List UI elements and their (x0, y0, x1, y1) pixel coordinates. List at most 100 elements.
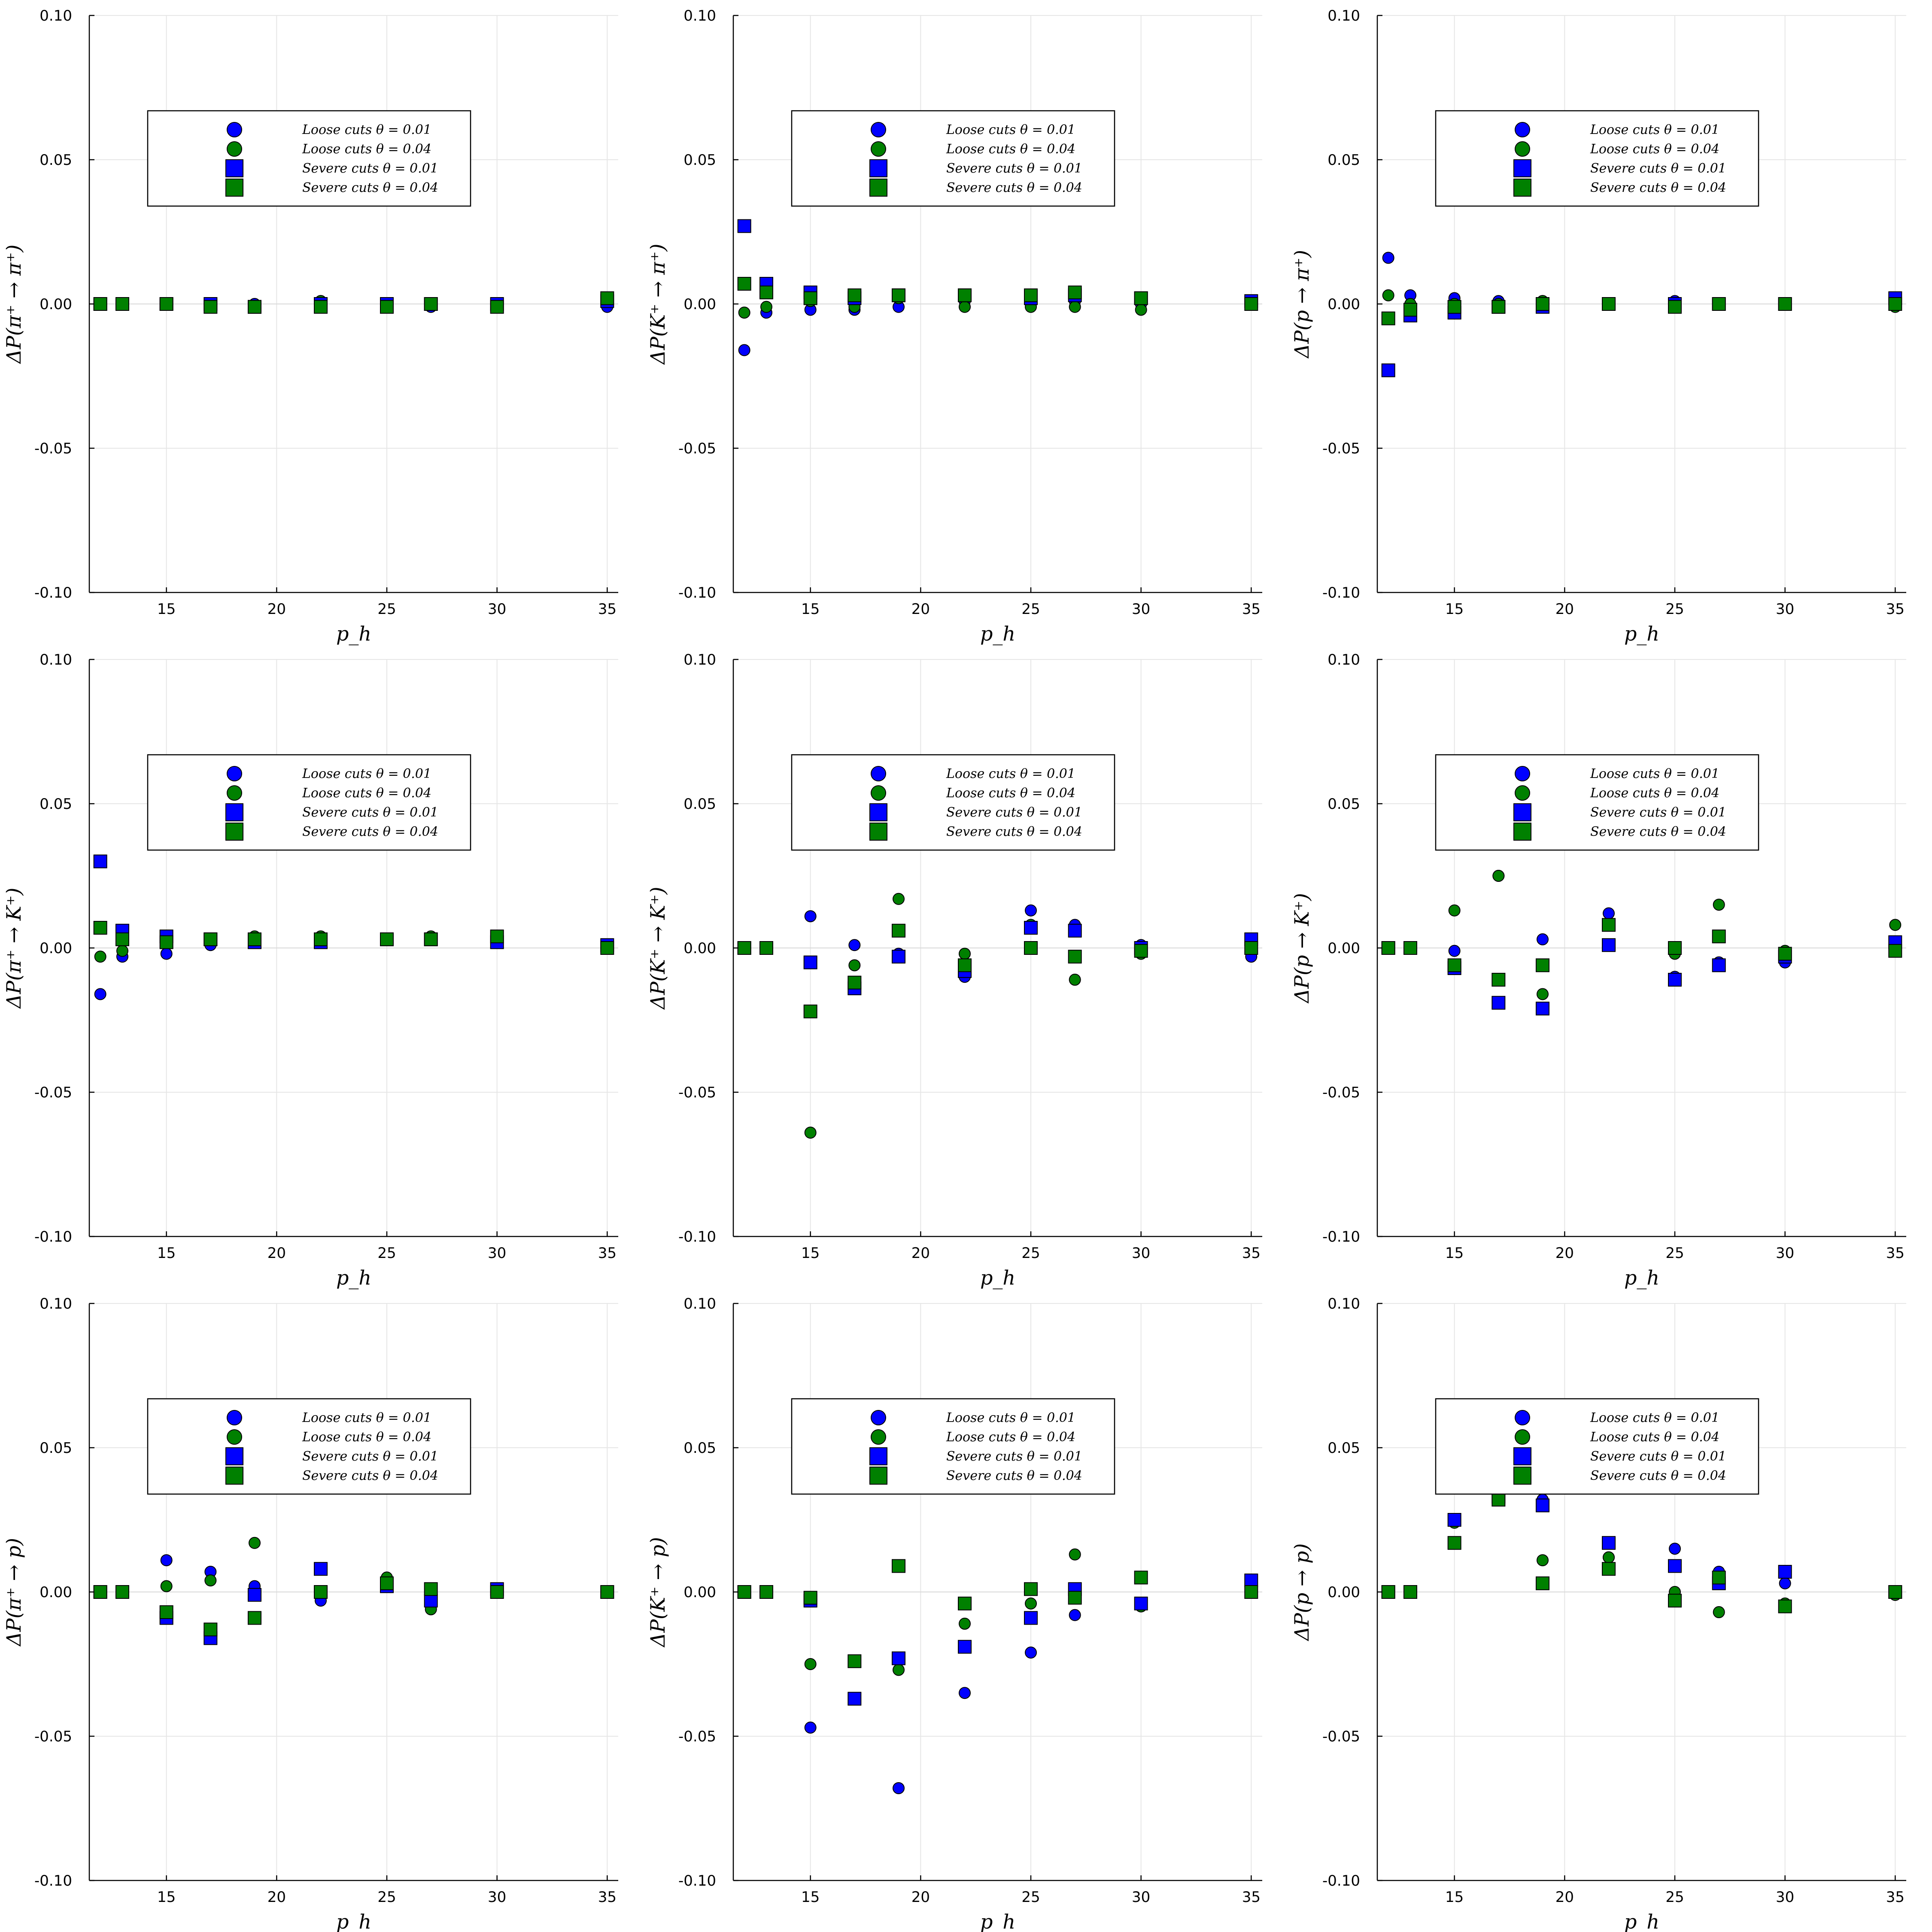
data-point-square (314, 1585, 328, 1599)
data-point-square (1536, 1498, 1549, 1513)
data-point-circle (1135, 304, 1147, 316)
data-point-square (1536, 1576, 1549, 1590)
data-point-square (1536, 958, 1549, 972)
x-axis-label: p_h (336, 622, 371, 645)
x-tick-label: 35 (1242, 1245, 1261, 1262)
data-point-square (1778, 1564, 1792, 1579)
data-point-circle (1713, 1606, 1725, 1619)
legend-label: Severe cuts θ = 0.04 (302, 824, 438, 839)
data-point-circle (804, 1127, 817, 1139)
data-point-circle (1713, 899, 1725, 911)
y-tick-label: -0.10 (34, 1228, 72, 1245)
y-tick-label: 0.00 (1327, 1584, 1360, 1601)
data-point-square (848, 975, 862, 990)
data-point-circle (1069, 973, 1081, 986)
x-tick-label: 30 (1776, 1245, 1794, 1262)
data-point-square (93, 854, 107, 869)
data-point-square (1492, 300, 1506, 314)
legend-marker-square (1513, 823, 1531, 841)
y-tick-label: 0.10 (683, 7, 716, 24)
data-point-circle (804, 1658, 817, 1670)
legend-marker-circle (227, 766, 242, 781)
y-axis-label: ΔP(π⁺ → K⁺) (2, 887, 25, 1009)
data-point-circle (1537, 988, 1549, 1000)
series-4 (93, 291, 614, 314)
x-tick-label: 15 (801, 1889, 820, 1906)
data-point-circle (160, 1580, 173, 1592)
data-point-square (958, 1596, 972, 1610)
y-tick-label: 0.05 (1327, 152, 1360, 169)
series-2 (94, 1537, 614, 1616)
data-point-square (848, 1654, 862, 1668)
x-tick-label: 20 (1555, 1889, 1574, 1906)
panel-9: 0.10 0.05 0.00 -0.05 -0.10 15 20 25 30 35 p_h ΔP(p … (1290, 1295, 1906, 1932)
data-point-square (1602, 1562, 1616, 1576)
y-tick-label: -0.05 (678, 1084, 716, 1101)
data-point-square (1068, 1591, 1082, 1605)
data-point-square (424, 1582, 438, 1596)
data-point-square (1381, 1585, 1395, 1599)
data-point-square (248, 1588, 261, 1602)
legend-marker-circle (1515, 141, 1530, 157)
y-tick-label: 0.05 (683, 796, 716, 813)
legend-label: Loose cuts θ = 0.04 (1590, 142, 1719, 157)
x-tick-label: 35 (598, 601, 617, 618)
panel-6: 0.10 0.05 0.00 -0.05 -0.10 15 20 25 30 35 p_h ΔP(p … (1290, 651, 1906, 1289)
y-tick-label: 0.00 (39, 1584, 72, 1601)
panel-7: 0.10 0.05 0.00 -0.05 -0.10 15 20 25 30 35 p_h ΔP(π⁺… (2, 1295, 618, 1932)
data-point-square (1447, 958, 1461, 972)
legend-label: Loose cuts θ = 0.01 (302, 766, 431, 781)
y-tick-label: -0.05 (34, 440, 72, 457)
data-point-square (1244, 1574, 1258, 1588)
legend-label: Severe cuts θ = 0.01 (1590, 161, 1726, 176)
legend-box (791, 110, 1115, 207)
x-tick-label: 20 (267, 601, 286, 618)
x-tick-label: 30 (1132, 1889, 1150, 1906)
data-point-square (248, 300, 261, 314)
x-tick-label: 20 (267, 1245, 286, 1262)
y-tick-label: -0.05 (1322, 1084, 1360, 1101)
data-point-square (803, 1591, 817, 1605)
data-point-circle (959, 301, 971, 313)
data-point-square (248, 932, 261, 946)
legend-marker-square (869, 1447, 887, 1465)
data-point-circle (204, 1574, 217, 1587)
x-tick-label: 35 (1886, 601, 1905, 618)
x-tick-label: 25 (1021, 1889, 1040, 1906)
data-point-square (1668, 1559, 1682, 1573)
data-point-square (600, 941, 614, 955)
x-axis-label: p_h (336, 1266, 371, 1289)
data-point-square (737, 276, 751, 291)
x-tick-label: 20 (267, 1889, 286, 1906)
data-point-square (1602, 938, 1616, 952)
y-axis-label: ΔP(K⁺ → K⁺) (646, 887, 669, 1010)
data-point-square (1668, 300, 1682, 314)
data-point-square (737, 219, 751, 233)
legend-marker-square (1513, 1447, 1531, 1465)
data-point-circle (1448, 904, 1461, 917)
data-point-square (1447, 1536, 1461, 1550)
y-tick-label: -0.05 (1322, 1728, 1360, 1745)
data-point-circle (959, 948, 971, 960)
data-point-circle (959, 1617, 971, 1630)
legend-label: Loose cuts θ = 0.01 (1590, 122, 1719, 137)
data-point-square (1024, 941, 1038, 955)
legend-label: Severe cuts θ = 0.04 (1590, 824, 1726, 839)
legend-label: Severe cuts θ = 0.01 (302, 161, 438, 176)
data-point-square (1134, 1571, 1148, 1585)
y-axis-label: ΔP(p → π⁺) (1290, 250, 1313, 359)
data-point-square (1381, 941, 1395, 955)
panel-5: 0.10 0.05 0.00 -0.05 -0.10 15 20 25 30 35 p_h ΔP(K⁺… (646, 651, 1262, 1289)
legend-label: Severe cuts θ = 0.01 (302, 1449, 438, 1464)
data-point-square (115, 932, 129, 946)
data-point-square (380, 1576, 394, 1590)
data-point-square (958, 958, 972, 972)
data-point-square (892, 923, 905, 938)
panel-2: 0.10 0.05 0.00 -0.05 -0.10 15 20 25 30 35 p_h ΔP(K⁺… (646, 7, 1262, 645)
x-axis-label: p_h (1624, 1266, 1659, 1289)
legend-marker-circle (1515, 1429, 1530, 1445)
data-point-circle (1025, 1646, 1037, 1659)
legend-marker-circle (1515, 122, 1530, 137)
data-point-circle (760, 301, 772, 313)
